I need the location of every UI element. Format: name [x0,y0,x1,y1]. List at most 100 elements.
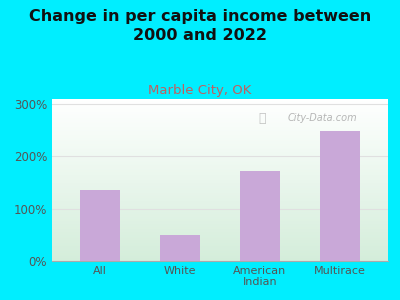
Bar [52,191,388,193]
Bar [52,222,388,224]
Text: Ⓜ: Ⓜ [258,112,266,125]
Bar [240,171,280,261]
Bar [52,146,388,148]
Bar [52,99,388,100]
Bar [52,148,388,149]
Bar [52,242,388,243]
Bar [52,187,388,188]
Bar [52,123,388,125]
Bar [52,128,388,130]
Bar [52,232,388,233]
Bar [52,130,388,131]
Bar [52,182,388,183]
Bar [52,138,388,140]
Bar [52,211,388,212]
Bar [52,254,388,256]
Bar [52,201,388,203]
Bar [52,135,388,136]
Bar [52,143,388,144]
Bar [52,253,388,254]
Text: City-Data.com: City-Data.com [287,113,357,123]
Bar [52,104,388,106]
Bar [52,230,388,232]
Bar [52,120,388,122]
Bar [52,246,388,248]
Bar [52,118,388,120]
Bar [52,190,388,191]
Bar [52,229,388,230]
Bar [52,162,388,164]
Bar [52,140,388,141]
Bar [52,106,388,107]
Bar [52,233,388,235]
Bar [52,102,388,104]
Bar [52,209,388,211]
Bar [52,151,388,152]
Bar [52,256,388,258]
Bar [52,167,388,169]
Bar [52,156,388,157]
Bar [52,227,388,229]
Bar [52,219,388,220]
Bar [52,185,388,187]
Bar [52,127,388,128]
Bar [320,131,360,261]
Bar [52,258,388,260]
Bar [52,110,388,112]
Bar [52,164,388,165]
Bar [52,114,388,115]
Bar [52,170,388,172]
Bar [52,178,388,180]
Bar [52,180,388,182]
Bar [52,152,388,154]
Bar [52,243,388,245]
Bar [52,172,388,173]
Bar [52,160,388,162]
Bar [52,169,388,170]
Bar [52,177,388,178]
Bar [160,235,200,261]
Bar [52,141,388,143]
Text: Change in per capita income between
2000 and 2022: Change in per capita income between 2000… [29,9,371,43]
Bar [52,133,388,135]
Bar [52,238,388,240]
Bar [52,115,388,117]
Bar [52,216,388,217]
Bar [52,173,388,175]
Bar [52,248,388,250]
Bar [52,144,388,146]
Bar [52,136,388,138]
Bar [52,117,388,118]
Bar [52,250,388,251]
Bar [52,198,388,200]
Bar [52,193,388,195]
Bar [52,251,388,253]
Bar [52,188,388,190]
Bar [52,204,388,206]
Bar [52,109,388,110]
Bar [52,122,388,123]
Bar [52,175,388,177]
Bar [52,107,388,109]
Bar [52,200,388,201]
Bar [52,100,388,102]
Bar [52,149,388,151]
Bar [52,217,388,219]
Bar [52,203,388,204]
Bar [52,112,388,114]
Bar [52,212,388,214]
Bar [52,125,388,127]
Bar [52,159,388,160]
Bar [52,260,388,261]
Bar [52,225,388,227]
Bar [52,224,388,225]
Bar [52,220,388,222]
Bar [52,157,388,159]
Bar [52,131,388,133]
Bar [52,195,388,196]
Bar [52,196,388,198]
Bar [52,208,388,209]
Bar [52,154,388,156]
Bar [52,245,388,246]
Bar [52,237,388,238]
